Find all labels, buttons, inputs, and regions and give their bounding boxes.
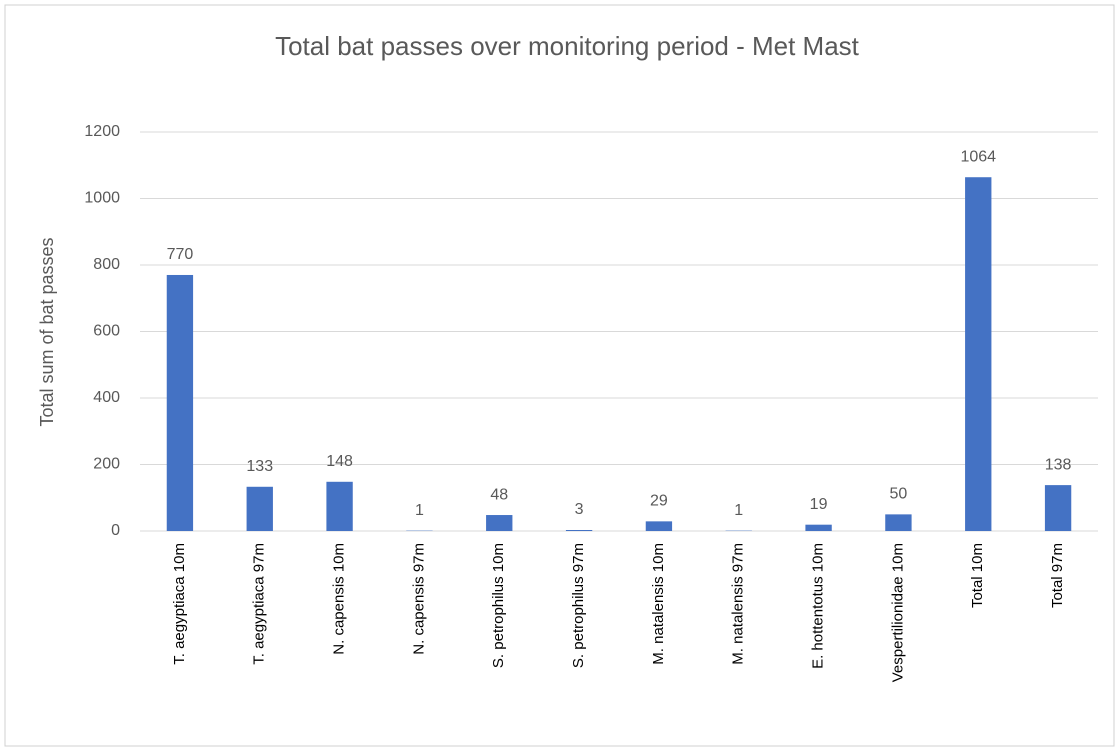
x-tick-label: N. capensis 10m bbox=[331, 543, 348, 655]
bar bbox=[486, 515, 513, 531]
x-tick-label: E. hottentotus 10m bbox=[810, 543, 827, 669]
x-tick-label: T. aegyptiaca 10m bbox=[171, 543, 188, 665]
x-tick-label: Total 10m bbox=[969, 543, 986, 608]
y-tick-label: 800 bbox=[93, 256, 120, 273]
x-tick-label: T. aegyptiaca 97m bbox=[251, 543, 268, 665]
data-label: 19 bbox=[810, 496, 828, 513]
bar bbox=[246, 486, 273, 531]
data-label: 133 bbox=[246, 458, 273, 475]
data-label: 148 bbox=[326, 453, 353, 470]
y-tick-label: 1200 bbox=[84, 123, 120, 140]
data-label: 1 bbox=[734, 502, 743, 519]
y-tick-label: 1000 bbox=[84, 190, 120, 207]
x-tick-label: S. petrophilus 10m bbox=[490, 543, 507, 668]
y-axis-label: Total sum of bat passes bbox=[37, 237, 57, 426]
x-tick-label: N. capensis 97m bbox=[410, 543, 427, 655]
y-tick-label: 200 bbox=[93, 456, 120, 473]
x-tick-label: M. natalensis 97m bbox=[730, 543, 747, 665]
data-label: 48 bbox=[490, 486, 508, 503]
bar bbox=[565, 530, 593, 531]
y-tick-label: 600 bbox=[93, 323, 120, 340]
data-label: 1 bbox=[415, 502, 424, 519]
data-label: 770 bbox=[167, 246, 194, 263]
data-label: 29 bbox=[650, 493, 668, 510]
x-tick-label: Total 97m bbox=[1049, 543, 1066, 608]
data-label: 1064 bbox=[960, 148, 996, 165]
bar bbox=[166, 274, 194, 531]
y-tick-label: 400 bbox=[93, 389, 120, 406]
bar bbox=[645, 521, 673, 531]
x-tick-label: Vespertilionidae 10m bbox=[889, 543, 906, 682]
x-tick-label: S. petrophilus 97m bbox=[570, 543, 587, 668]
bar bbox=[805, 524, 832, 531]
data-label: 50 bbox=[890, 486, 908, 503]
y-tick-label: 0 bbox=[111, 522, 120, 539]
data-label: 3 bbox=[575, 501, 584, 518]
bar bbox=[885, 514, 912, 531]
bar bbox=[1044, 485, 1072, 531]
x-tick-label: M. natalensis 10m bbox=[650, 543, 667, 665]
data-label: 138 bbox=[1045, 456, 1072, 473]
chart-title: Total bat passes over monitoring period … bbox=[275, 31, 860, 61]
bar bbox=[326, 481, 353, 531]
bar bbox=[965, 177, 992, 531]
